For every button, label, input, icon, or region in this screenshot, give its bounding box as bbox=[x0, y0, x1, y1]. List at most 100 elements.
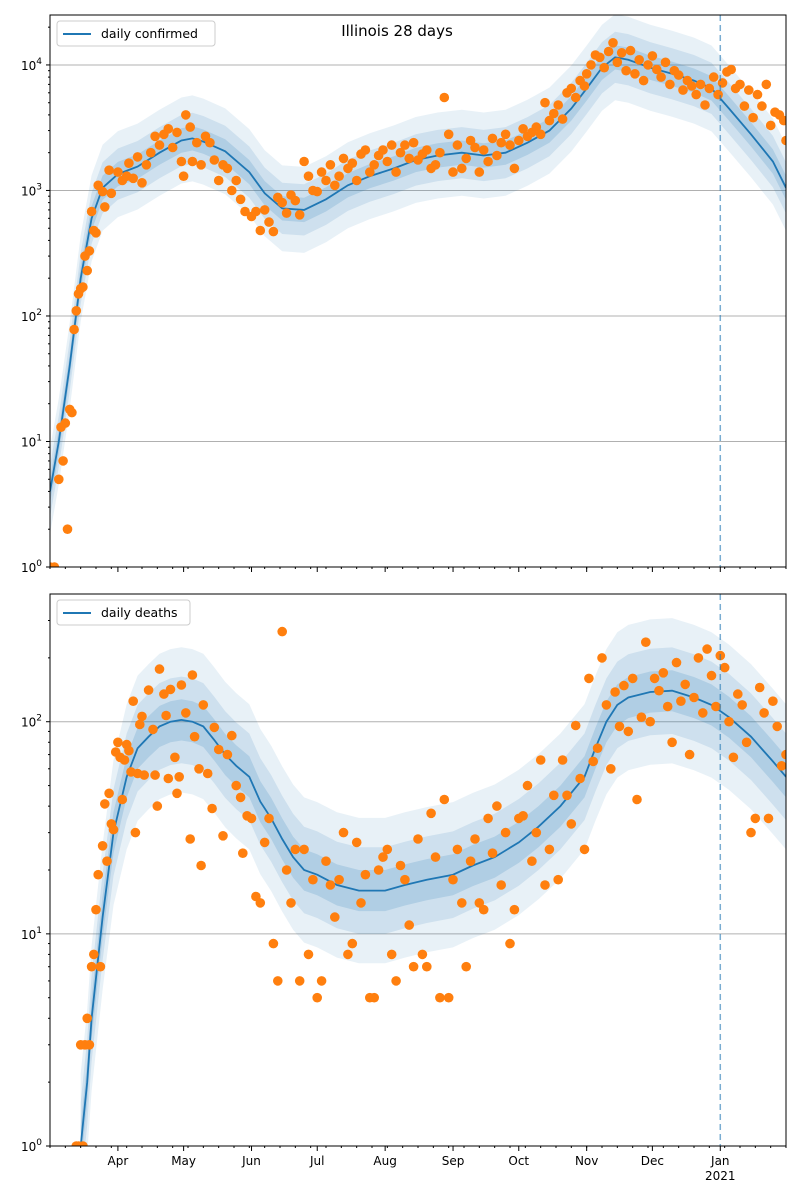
data-point bbox=[93, 869, 103, 880]
data-point bbox=[240, 206, 250, 217]
data-point bbox=[58, 456, 68, 466]
data-point bbox=[268, 226, 279, 237]
data-point bbox=[408, 961, 419, 972]
data-point bbox=[316, 976, 327, 986]
data-point bbox=[294, 976, 305, 986]
data-point bbox=[750, 813, 761, 824]
data-point bbox=[334, 171, 344, 181]
data-point bbox=[187, 670, 198, 680]
data-point bbox=[104, 165, 114, 175]
data-point bbox=[141, 160, 152, 170]
data-point bbox=[137, 711, 147, 722]
data-point bbox=[330, 912, 340, 922]
data-point bbox=[360, 869, 371, 880]
data-point bbox=[575, 773, 585, 784]
data-point bbox=[452, 140, 463, 150]
data-point bbox=[395, 860, 406, 871]
data-point bbox=[78, 1141, 88, 1146]
data-point bbox=[246, 813, 257, 824]
data-point bbox=[623, 726, 634, 737]
data-point bbox=[277, 626, 288, 637]
data-point bbox=[196, 860, 206, 871]
data-point bbox=[671, 657, 682, 668]
data-point bbox=[172, 127, 182, 138]
data-point bbox=[474, 898, 485, 908]
data-point bbox=[544, 844, 555, 855]
data-point bbox=[717, 78, 728, 88]
data-point bbox=[351, 837, 362, 848]
data-point bbox=[395, 147, 406, 158]
data-point bbox=[124, 745, 134, 756]
data-point bbox=[724, 716, 734, 727]
data-point bbox=[165, 684, 176, 695]
data-point bbox=[207, 803, 217, 814]
data-point bbox=[430, 852, 441, 862]
data-point bbox=[527, 856, 537, 866]
data-point bbox=[581, 69, 592, 79]
data-point bbox=[614, 721, 625, 732]
data-point bbox=[461, 153, 472, 164]
data-point bbox=[218, 831, 228, 841]
data-point bbox=[231, 175, 241, 186]
data-point bbox=[540, 97, 550, 108]
legend-box bbox=[56, 20, 216, 47]
data-point bbox=[369, 992, 380, 1003]
data-point bbox=[470, 142, 480, 153]
data-point bbox=[91, 904, 101, 915]
data-point bbox=[483, 813, 493, 824]
data-point bbox=[779, 115, 786, 126]
data-point bbox=[227, 730, 237, 741]
data-point bbox=[776, 761, 786, 771]
data-point bbox=[435, 992, 445, 1003]
data-point bbox=[509, 163, 520, 174]
data-point bbox=[325, 160, 336, 170]
data-point bbox=[128, 173, 138, 184]
legend-box bbox=[56, 599, 191, 626]
data-point bbox=[500, 129, 511, 140]
data-point bbox=[303, 171, 314, 181]
data-point bbox=[518, 124, 528, 134]
data-point bbox=[654, 685, 664, 696]
data-point bbox=[647, 51, 658, 61]
data-point bbox=[470, 834, 480, 844]
x-tick-label: Jul bbox=[309, 1154, 324, 1168]
data-point bbox=[97, 186, 108, 197]
data-point bbox=[673, 70, 684, 80]
data-point bbox=[728, 752, 739, 763]
data-point bbox=[531, 827, 542, 838]
data-point bbox=[400, 874, 410, 885]
data-point bbox=[113, 737, 123, 748]
data-point bbox=[299, 844, 309, 855]
data-point bbox=[737, 700, 747, 710]
data-point bbox=[492, 801, 502, 811]
data-point bbox=[638, 75, 649, 86]
data-point bbox=[382, 844, 393, 855]
data-point bbox=[108, 824, 119, 835]
data-point bbox=[97, 841, 108, 851]
data-point bbox=[566, 83, 577, 94]
data-point bbox=[135, 719, 145, 730]
y-tick-label: 103 bbox=[21, 182, 42, 198]
data-point bbox=[294, 210, 305, 220]
data-point bbox=[757, 101, 767, 111]
data-point bbox=[632, 794, 642, 805]
data-point bbox=[557, 755, 568, 765]
data-point bbox=[570, 720, 581, 731]
data-point bbox=[443, 129, 454, 140]
data-point bbox=[553, 100, 563, 110]
data-point bbox=[676, 696, 686, 706]
data-point bbox=[612, 57, 623, 68]
data-point bbox=[426, 808, 436, 819]
y-tick-label: 102 bbox=[21, 308, 42, 324]
data-point bbox=[610, 687, 620, 697]
data-point bbox=[95, 961, 106, 972]
data-point bbox=[325, 880, 336, 890]
data-point bbox=[457, 163, 467, 174]
data-point bbox=[535, 755, 546, 765]
data-point bbox=[137, 178, 147, 188]
data-point bbox=[222, 163, 233, 174]
data-point bbox=[102, 856, 112, 866]
data-point bbox=[286, 898, 296, 908]
data-point bbox=[689, 692, 699, 703]
